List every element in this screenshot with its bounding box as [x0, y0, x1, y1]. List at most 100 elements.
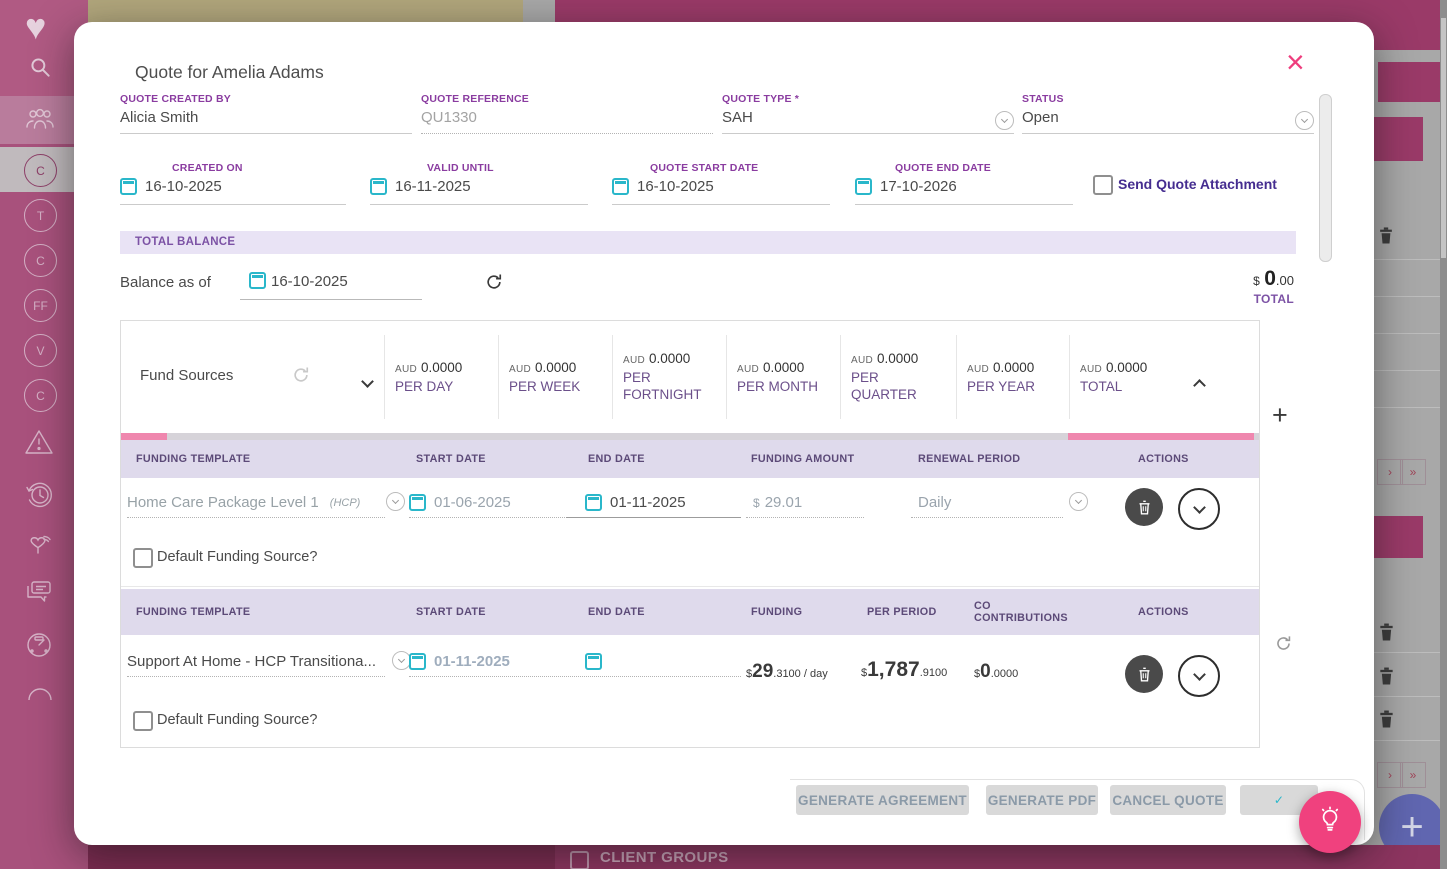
refresh-icon[interactable]	[484, 272, 504, 297]
row-end-date-field[interactable]: 01-11-2025	[566, 494, 741, 518]
delete-row-button[interactable]	[1125, 655, 1163, 693]
bg-trash-icon	[1377, 709, 1396, 734]
default-funding-checkbox[interactable]	[133, 711, 153, 731]
bg-row-divider	[1374, 259, 1440, 260]
warning-icon	[24, 428, 54, 461]
table-row: Home Care Package Level 1 (HCP) 01-06-20…	[121, 478, 1259, 540]
collapse-chevron-up-icon[interactable]	[1193, 377, 1206, 395]
calendar-icon[interactable]	[585, 653, 602, 670]
funding-per-day-value: $29.3100 / day	[746, 661, 828, 682]
quote-reference-value: QU1330	[421, 109, 477, 126]
default-funding-checkbox[interactable]	[133, 548, 153, 568]
expand-row-button[interactable]	[1178, 488, 1220, 530]
calendar-icon[interactable]	[855, 178, 872, 195]
quote-created-by-label: QUOTE CREATED BY	[120, 93, 231, 105]
send-quote-attachment-label: Send Quote Attachment	[1118, 176, 1277, 192]
check-icon: ✓	[1273, 793, 1285, 807]
quote-type-value: SAH	[722, 109, 753, 126]
balance-date-value[interactable]: 16-10-2025	[271, 273, 348, 290]
sidebar-item-t: T	[24, 199, 57, 232]
bg-panel-header-1	[1378, 62, 1440, 102]
sidebar-item-c2: C	[24, 244, 57, 277]
cancel-quote-button[interactable]: CANCEL QUOTE	[1110, 785, 1226, 815]
calendar-icon[interactable]	[409, 494, 426, 511]
messages-icon	[24, 579, 54, 611]
send-quote-attachment-checkbox[interactable]	[1093, 175, 1113, 195]
quote-reference-label: QUOTE REFERENCE	[421, 93, 530, 105]
table-hscrollbar-track[interactable]	[121, 433, 1259, 440]
bg-paginate-next-button: ›	[1377, 762, 1403, 788]
expand-row-button[interactable]	[1178, 655, 1220, 697]
quote-type-dropdown-icon[interactable]	[995, 111, 1014, 130]
summary-per-quarter: AUD 0.0000 PER QUARTER	[840, 335, 967, 419]
summary-per-fortnight: AUD 0.0000 PER FORTNIGHT	[612, 335, 737, 419]
refresh-icon[interactable]	[291, 365, 311, 390]
summary-per-day: AUD 0.0000 PER DAY	[384, 335, 509, 419]
delete-row-button[interactable]	[1125, 488, 1163, 526]
bg-row-divider	[1374, 740, 1440, 741]
bg-panel-header-2	[1374, 117, 1423, 161]
modal-scrollbar-thumb[interactable]	[1319, 94, 1332, 262]
funding-template-select[interactable]: Home Care Package Level 1 (HCP)	[127, 494, 385, 518]
sidebar-item-v: V	[24, 334, 57, 367]
fund-sources-panel: Fund Sources AUD 0.0000 PER DAY AUD 0.0000…	[120, 320, 1260, 748]
quote-created-by-field[interactable]: QUOTE CREATED BY Alicia Smith	[120, 93, 412, 134]
page-scrollbar	[1440, 0, 1447, 869]
status-label: STATUS	[1022, 93, 1064, 105]
bg-paginate-next-button: ›	[1377, 459, 1403, 485]
client-groups-label: CLIENT GROUPS	[600, 849, 729, 866]
bg-trash-icon	[1377, 226, 1395, 250]
refresh-icon[interactable]	[1274, 634, 1293, 658]
calendar-icon[interactable]	[120, 178, 137, 195]
default-funding-label: Default Funding Source?	[157, 712, 318, 728]
clients-people-icon	[25, 106, 55, 137]
generate-agreement-button[interactable]: GENERATE AGREEMENT	[796, 785, 969, 815]
headset-icon	[25, 684, 55, 705]
created-on-field[interactable]: CREATED ON 16-10-2025	[120, 162, 346, 205]
bg-row-divider	[1374, 696, 1440, 697]
table-hscrollbar-left[interactable]	[121, 433, 167, 440]
bg-row-divider	[1374, 296, 1440, 297]
status-dropdown-icon[interactable]	[1295, 111, 1314, 130]
renewal-dropdown-icon[interactable]	[1069, 492, 1088, 511]
calendar-icon[interactable]	[612, 178, 629, 195]
dashboard-speedometer-icon	[23, 630, 55, 666]
sidebar-top-section	[0, 0, 88, 96]
close-icon[interactable]: ×	[1286, 44, 1305, 80]
quote-reference-field[interactable]: QUOTE REFERENCE QU1330	[421, 93, 713, 134]
generate-pdf-button[interactable]: GENERATE PDF	[986, 785, 1098, 815]
help-lightbulb-fab[interactable]	[1299, 791, 1361, 853]
calendar-icon[interactable]	[409, 653, 426, 670]
quote-end-date-field[interactable]: QUOTE END DATE 17-10-2026	[855, 162, 1073, 205]
valid-until-field[interactable]: VALID UNTIL 16-11-2025	[370, 162, 588, 205]
funding-template-select[interactable]: Support At Home - HCP Transitiona...	[127, 653, 385, 677]
add-fund-source-button[interactable]: +	[1272, 400, 1288, 430]
fund-sources-dropdown-icon[interactable]	[361, 373, 374, 391]
favorites-heart-icon: ♥	[25, 6, 47, 47]
calendar-icon[interactable]	[249, 272, 266, 289]
row-start-date-field[interactable]: 01-11-2025	[409, 653, 627, 677]
calendar-icon[interactable]	[370, 178, 387, 195]
quote-type-field[interactable]: QUOTE TYPE * SAH	[722, 93, 1014, 134]
row-end-date-field[interactable]	[566, 653, 741, 677]
search-icon	[27, 54, 53, 85]
status-field[interactable]: STATUS Open	[1022, 93, 1314, 134]
template-dropdown-icon[interactable]	[386, 492, 405, 511]
row-start-date-field[interactable]: 01-06-2025	[409, 494, 627, 518]
funding-amount-field[interactable]: $ 29.01	[746, 494, 864, 518]
bg-row-divider	[1374, 333, 1440, 334]
quote-start-date-field[interactable]: QUOTE START DATE 16-10-2025	[612, 162, 830, 205]
renewal-period-select[interactable]: Daily	[911, 494, 1063, 518]
bg-row-divider	[1374, 407, 1440, 408]
table-hscrollbar-right[interactable]	[1068, 433, 1254, 440]
status-value: Open	[1022, 109, 1059, 126]
sidebar-item-c3: C	[24, 379, 57, 412]
sidebar-item-ff: FF	[24, 289, 57, 322]
total-balance-amount: $ 0.00 TOTAL	[1174, 267, 1294, 306]
quote-type-label: QUOTE TYPE *	[722, 93, 800, 105]
calendar-icon[interactable]	[585, 494, 602, 511]
fund-sources-title: Fund Sources	[140, 367, 234, 384]
bg-trash-icon	[1377, 622, 1396, 647]
bg-row-divider	[1374, 652, 1440, 653]
